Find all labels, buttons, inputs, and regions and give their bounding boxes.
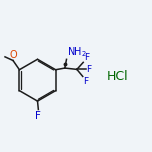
Text: F: F	[86, 65, 91, 74]
Text: F: F	[83, 77, 88, 86]
Text: O: O	[9, 50, 17, 60]
Text: F: F	[84, 53, 89, 62]
Text: HCl: HCl	[107, 70, 129, 83]
Text: F: F	[35, 111, 41, 121]
Text: NH$_2$: NH$_2$	[67, 45, 87, 59]
